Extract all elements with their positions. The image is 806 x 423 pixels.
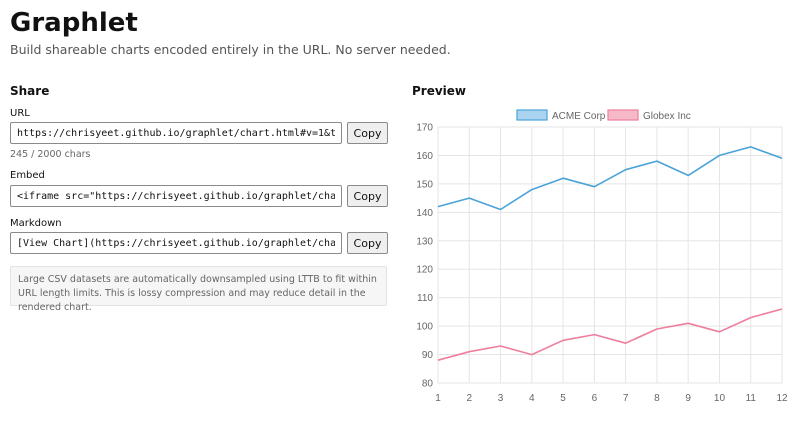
x-tick-label: 9 [685, 393, 691, 404]
y-tick-label: 150 [416, 179, 433, 190]
x-tick-label: 10 [714, 393, 726, 404]
x-tick-label: 1 [435, 393, 441, 404]
y-tick-label: 120 [416, 265, 433, 276]
downsample-notice: Large CSV datasets are automatically dow… [10, 266, 387, 313]
y-tick-label: 140 [416, 208, 433, 219]
app-subtitle: Build shareable charts encoded entirely … [10, 42, 451, 57]
legend-swatch [607, 109, 639, 121]
markdown-input[interactable] [10, 232, 342, 254]
series-line-1 [437, 308, 783, 361]
y-tick-label: 100 [416, 322, 433, 333]
x-tick-label: 12 [776, 393, 788, 404]
x-tick-label: 4 [529, 393, 535, 404]
x-tick-label: 11 [746, 393, 757, 404]
y-tick-label: 160 [416, 151, 433, 162]
legend-label: ACME Corp [552, 111, 606, 122]
char-count: 245 / 2000 chars [10, 149, 91, 160]
legend-swatch [516, 109, 548, 121]
app-title: Graphlet [10, 8, 138, 38]
embed-input[interactable] [10, 185, 342, 207]
copy-url-button[interactable]: Copy [347, 122, 388, 144]
url-input[interactable] [10, 122, 342, 144]
legend-label: Globex Inc [643, 111, 691, 122]
copy-embed-button[interactable]: Copy [347, 185, 388, 207]
markdown-label: Markdown [10, 218, 62, 229]
y-tick-label: 90 [422, 350, 434, 361]
x-tick-label: 5 [560, 393, 566, 404]
share-heading: Share [10, 84, 50, 98]
y-tick-label: 110 [417, 293, 433, 304]
x-tick-label: 3 [498, 393, 504, 404]
x-tick-label: 8 [654, 393, 660, 404]
url-label: URL [10, 108, 30, 119]
preview-heading: Preview [412, 84, 467, 98]
x-tick-label: 6 [592, 393, 598, 404]
embed-label: Embed [10, 170, 45, 181]
y-tick-label: 130 [416, 236, 433, 247]
x-tick-label: 2 [466, 393, 472, 404]
copy-markdown-button[interactable]: Copy [347, 232, 388, 254]
series-line-0 [437, 146, 783, 211]
y-tick-label: 80 [422, 379, 434, 390]
y-tick-label: 170 [416, 123, 433, 134]
x-tick-label: 7 [623, 393, 629, 404]
